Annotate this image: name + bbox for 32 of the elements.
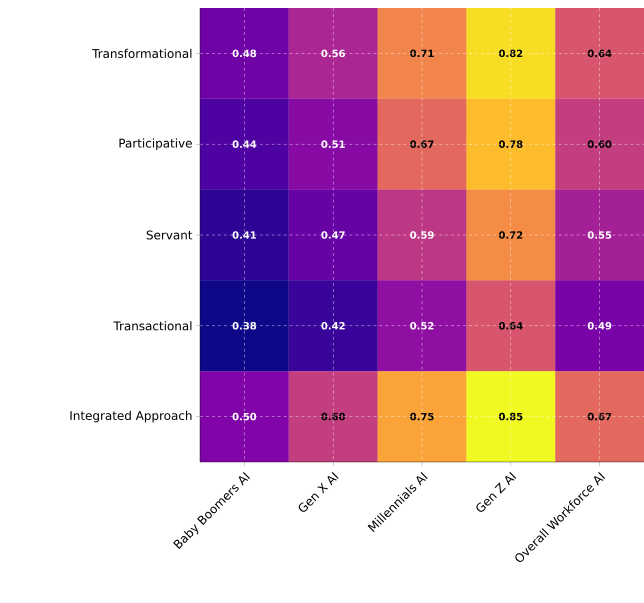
data-label: 0.52 xyxy=(410,322,434,330)
data-label: 0.47 xyxy=(321,231,345,239)
data-label: 0.51 xyxy=(321,140,345,148)
y-tick-label: Participative xyxy=(119,138,192,150)
data-label: 0.71 xyxy=(410,50,434,58)
y-tick-label: Transformational xyxy=(92,48,192,58)
data-label: 0.42 xyxy=(321,322,345,330)
data-label: 0.67 xyxy=(588,412,612,420)
data-label: 0.59 xyxy=(410,231,434,239)
data-label: 0.60 xyxy=(321,412,346,420)
data-label: 0.72 xyxy=(499,231,522,239)
x-tick-label: Gen X AI xyxy=(298,472,339,512)
data-label: 0.55 xyxy=(588,231,612,239)
data-label: 0.60 xyxy=(588,140,612,148)
data-label: 0.48 xyxy=(232,50,256,58)
x-tick-label: Gen Z AI xyxy=(476,472,516,512)
data-label: 0.56 xyxy=(321,50,345,58)
data-label: 0.64 xyxy=(499,322,523,330)
data-label: 0.38 xyxy=(232,322,256,330)
data-label: 0.67 xyxy=(410,140,434,148)
y-tick-label: Integrated Approach xyxy=(70,410,192,422)
data-label: 0.78 xyxy=(499,140,522,148)
y-tick-label: Servant xyxy=(146,230,192,240)
data-label: 0.50 xyxy=(232,412,256,420)
data-label: 0.44 xyxy=(232,140,256,148)
data-label: 0.49 xyxy=(588,322,612,330)
data-label: 0.82 xyxy=(499,50,522,58)
data-label: 0.64 xyxy=(588,50,612,58)
y-tick-label: Transactional xyxy=(113,321,192,330)
data-label: 0.41 xyxy=(232,231,256,239)
data-label: 0.85 xyxy=(499,412,522,420)
data-label: 0.75 xyxy=(410,412,434,420)
